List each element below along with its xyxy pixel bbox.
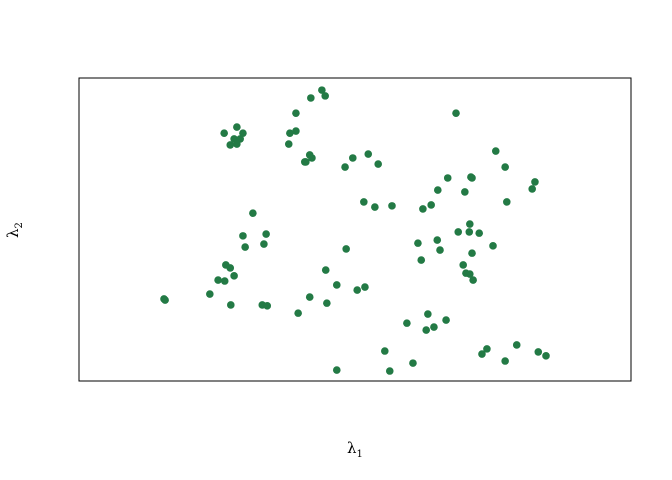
- data-point-85: [534, 348, 543, 356]
- data-point-51: [342, 245, 350, 253]
- data-point-77: [442, 316, 450, 324]
- data-point-8: [286, 129, 294, 137]
- data-point-44: [262, 230, 270, 238]
- data-point-89: [332, 366, 341, 374]
- data-point-36: [427, 201, 435, 209]
- x-axis-label: λ1: [347, 439, 363, 460]
- data-point-35: [503, 198, 511, 206]
- data-point-48: [489, 242, 497, 250]
- data-point-61: [469, 276, 477, 284]
- data-point-34: [388, 202, 396, 210]
- data-point-32: [360, 198, 368, 206]
- data-point-12: [226, 141, 235, 149]
- data-point-90: [385, 367, 394, 375]
- data-point-40: [454, 228, 463, 236]
- data-point-5: [233, 123, 241, 131]
- data-point-45: [433, 236, 442, 244]
- data-point-56: [226, 264, 235, 272]
- data-point-72: [227, 301, 235, 309]
- data-point-42: [475, 229, 484, 237]
- data-point-59: [466, 270, 474, 278]
- data-point-27: [468, 174, 476, 182]
- data-point-0: [318, 86, 326, 94]
- data-point-15: [491, 147, 500, 155]
- data-point-76: [424, 310, 432, 318]
- data-point-47: [260, 240, 268, 248]
- data-point-13: [233, 140, 241, 148]
- data-point-25: [443, 174, 452, 182]
- data-point-63: [220, 277, 229, 285]
- data-point-6: [220, 129, 228, 137]
- data-point-46: [414, 239, 422, 247]
- data-point-86: [542, 352, 550, 360]
- data-point-41: [465, 228, 474, 236]
- data-point-87: [501, 357, 509, 365]
- data-point-3: [292, 109, 300, 117]
- data-point-83: [381, 347, 389, 355]
- data-point-28: [531, 178, 539, 186]
- data-point-43: [239, 232, 247, 240]
- data-point-80: [422, 326, 431, 334]
- data-point-2: [321, 92, 329, 100]
- data-point-65: [361, 283, 369, 291]
- data-point-7: [239, 129, 247, 137]
- data-point-30: [461, 188, 469, 196]
- data-point-71: [323, 299, 331, 307]
- data-point-88: [409, 359, 417, 367]
- data-point-84: [478, 350, 486, 358]
- data-point-14: [284, 140, 293, 148]
- data-point-38: [249, 209, 257, 217]
- data-point-19: [302, 158, 310, 166]
- data-point-24: [501, 163, 509, 171]
- data-point-62: [214, 276, 222, 284]
- data-point-50: [241, 243, 249, 251]
- data-point-31: [528, 185, 536, 193]
- points-layer: [160, 86, 550, 375]
- data-point-68: [161, 296, 169, 304]
- data-point-70: [305, 293, 314, 301]
- data-point-79: [430, 323, 438, 331]
- data-point-22: [374, 160, 382, 168]
- data-point-17: [308, 154, 316, 162]
- data-point-52: [468, 249, 476, 257]
- data-point-54: [459, 261, 467, 269]
- data-point-39: [466, 220, 474, 228]
- data-point-37: [419, 205, 427, 213]
- data-point-33: [371, 203, 379, 211]
- data-point-78: [403, 319, 411, 327]
- data-point-23: [341, 163, 349, 171]
- plot-frame: [78, 77, 632, 382]
- data-point-29: [434, 186, 442, 194]
- data-point-9: [292, 127, 300, 135]
- data-point-1: [307, 94, 315, 102]
- y-axis-label: λ2: [4, 222, 25, 238]
- data-point-21: [364, 150, 373, 158]
- data-point-82: [483, 345, 491, 353]
- data-point-74: [263, 302, 272, 310]
- data-point-66: [353, 286, 362, 294]
- data-point-20: [348, 154, 357, 162]
- data-point-4: [452, 109, 460, 117]
- data-point-53: [417, 256, 426, 264]
- data-point-60: [230, 272, 238, 280]
- data-point-69: [206, 290, 214, 298]
- data-point-64: [332, 281, 341, 289]
- data-point-57: [321, 266, 330, 274]
- data-point-49: [436, 246, 444, 254]
- data-point-75: [294, 309, 302, 317]
- data-point-81: [512, 341, 521, 349]
